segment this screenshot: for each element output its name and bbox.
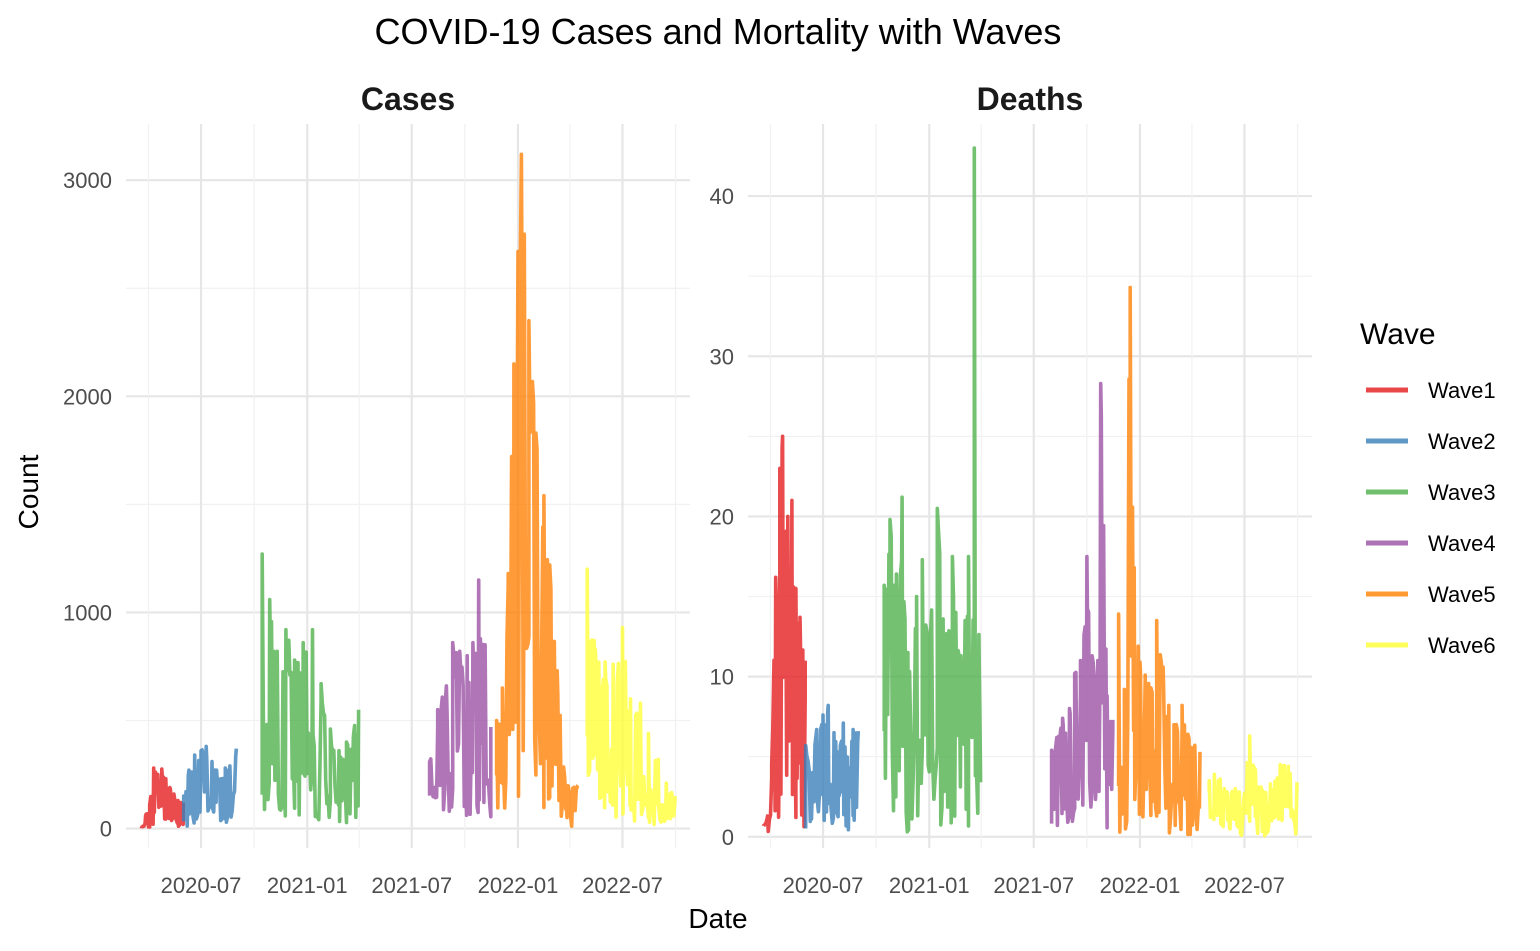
series-line-wave2 <box>181 744 239 828</box>
legend-label-wave6: Wave6 <box>1428 633 1496 658</box>
series-wave4 <box>427 578 493 819</box>
series-wave5 <box>1116 285 1202 837</box>
series-line-wave3 <box>882 146 983 834</box>
x-tick-label: 2021-07 <box>993 873 1074 898</box>
series-line-wave1 <box>139 766 185 830</box>
y-tick-label: 0 <box>100 817 112 842</box>
y-tick-label: 0 <box>722 825 734 850</box>
legend-label-wave3: Wave3 <box>1428 480 1496 505</box>
series-line-wave6 <box>1207 734 1299 838</box>
chart-title: COVID-19 Cases and Mortality with Waves <box>375 11 1062 52</box>
series-wave1 <box>139 766 185 830</box>
y-tick-label: 2000 <box>63 384 112 409</box>
series-wave3 <box>882 146 983 834</box>
series-wave6 <box>1207 734 1299 838</box>
series-line-wave5 <box>1116 285 1202 837</box>
y-axis-title: Count <box>13 454 44 529</box>
legend-title: Wave <box>1360 318 1436 351</box>
series-wave4 <box>1049 381 1115 830</box>
x-tick-label: 2022-07 <box>582 873 663 898</box>
series-wave1 <box>761 434 807 834</box>
panel-strip-cases: Cases <box>361 81 455 117</box>
x-tick-label: 2020-07 <box>783 873 864 898</box>
series-line-wave4 <box>427 578 493 819</box>
series-wave2 <box>803 703 861 832</box>
series-wave2 <box>181 744 239 828</box>
series-line-wave5 <box>494 152 580 828</box>
legend: Wave Wave1 Wave2 Wave3 Wave4 Wave5 Wave6 <box>1360 318 1496 658</box>
x-tick-label: 2021-01 <box>267 873 348 898</box>
panel-cases: Cases 0 1000 2000 3000 2020-07 2021-01 2021-07… <box>63 81 690 898</box>
panel-strip-deaths: Deaths <box>977 81 1084 117</box>
series-line-wave1 <box>761 434 807 834</box>
series-wave3 <box>260 552 361 825</box>
panel-deaths: Deaths 0 10 20 30 40 2020-07 2021-01 2021-07 202… <box>710 81 1312 898</box>
y-tick-label: 10 <box>710 665 734 690</box>
series-wave5 <box>494 152 580 828</box>
series-line-wave2 <box>803 703 861 832</box>
x-axis-title: Date <box>688 903 747 934</box>
y-tick-label: 40 <box>710 184 734 209</box>
y-tick-label: 3000 <box>63 168 112 193</box>
legend-label-wave1: Wave1 <box>1428 378 1496 403</box>
x-tick-label: 2020-07 <box>161 873 242 898</box>
y-tick-label: 20 <box>710 504 734 529</box>
legend-label-wave2: Wave2 <box>1428 429 1496 454</box>
y-tick-label: 30 <box>710 344 734 369</box>
series-wave6 <box>585 567 677 827</box>
series-line-wave6 <box>585 567 677 827</box>
legend-label-wave5: Wave5 <box>1428 582 1496 607</box>
y-tick-label: 1000 <box>63 600 112 625</box>
legend-label-wave4: Wave4 <box>1428 531 1496 556</box>
series-line-wave3 <box>260 552 361 825</box>
x-tick-label: 2021-01 <box>889 873 970 898</box>
x-tick-label: 2022-07 <box>1204 873 1285 898</box>
series-line-wave4 <box>1049 381 1115 830</box>
x-tick-label: 2022-01 <box>1100 873 1181 898</box>
x-tick-label: 2022-01 <box>478 873 559 898</box>
x-tick-label: 2021-07 <box>371 873 452 898</box>
